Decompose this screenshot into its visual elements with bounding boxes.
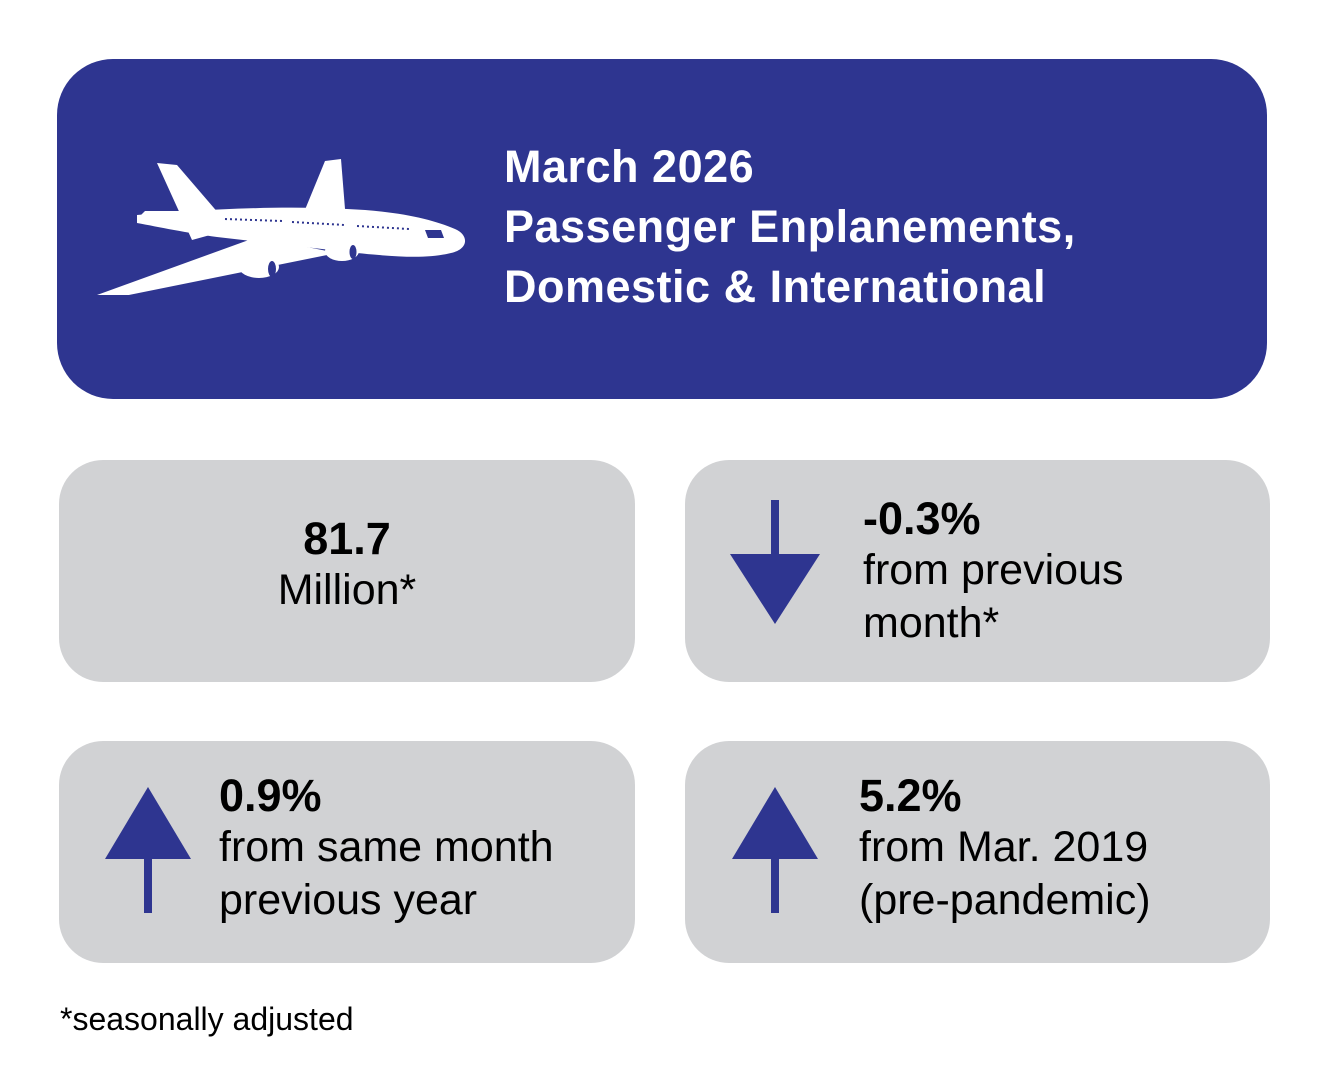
monthly-line-1: from previous <box>863 546 1124 594</box>
arrow-down-icon <box>730 500 820 624</box>
monthly-line-2: month* <box>863 599 1000 647</box>
arrow-up-icon <box>732 787 818 913</box>
stat-card-total: 81.7 Million* <box>59 460 635 682</box>
yearly-line-1: from same month <box>219 823 554 871</box>
arrow-up-icon <box>105 787 191 913</box>
prepandemic-line-2: (pre-pandemic) <box>859 876 1151 924</box>
header-banner: March 2026 Passenger Enplanements, Domes… <box>57 59 1267 399</box>
page-title: March 2026 Passenger Enplanements, Domes… <box>504 137 1076 317</box>
yearly-value: 0.9% <box>219 770 322 821</box>
title-line-2: Passenger Enplanements, <box>504 201 1076 252</box>
prepandemic-value: 5.2% <box>859 770 962 821</box>
yearly-line-2: previous year <box>219 876 478 924</box>
footnote: *seasonally adjusted <box>60 1001 354 1037</box>
stat-card-monthly: -0.3% from previous month* <box>685 460 1270 682</box>
stat-card-yearly: 0.9% from same month previous year <box>59 741 635 963</box>
prepandemic-line-1: from Mar. 2019 <box>859 823 1149 871</box>
monthly-value: -0.3% <box>863 493 981 544</box>
total-label: Million* <box>277 566 417 614</box>
airplane-icon <box>97 159 466 295</box>
title-line-3: Domestic & International <box>504 261 1047 312</box>
title-line-1: March 2026 <box>504 141 755 192</box>
stat-card-prepandemic: 5.2% from Mar. 2019 (pre-pandemic) <box>685 741 1270 963</box>
total-value: 81.7 <box>303 513 391 564</box>
